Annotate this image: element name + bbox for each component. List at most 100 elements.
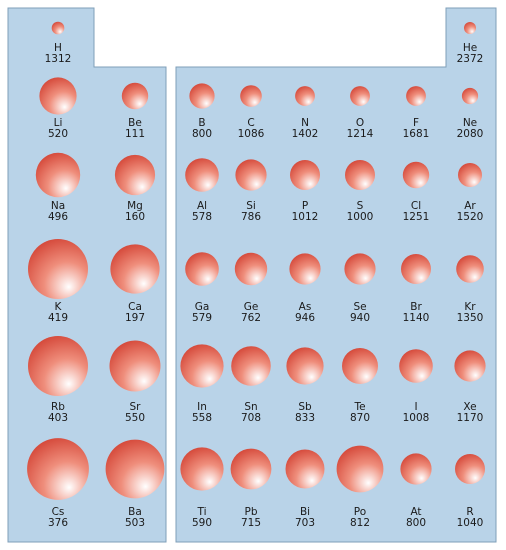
atom-sphere-kr xyxy=(456,255,484,283)
element-label-at: At 800 xyxy=(384,507,448,529)
element-label-sr: Sr 550 xyxy=(103,402,167,424)
element-symbol: Sb xyxy=(298,401,312,413)
ionization-value: 762 xyxy=(240,312,262,324)
ionization-value: 1350 xyxy=(456,312,484,324)
element-symbol: Po xyxy=(353,506,367,518)
element-symbol: I xyxy=(414,401,418,413)
element-label-si: Si 786 xyxy=(219,201,283,223)
element-label-ge: Ge 762 xyxy=(219,302,283,324)
atom-sphere-i xyxy=(399,349,433,383)
element-symbol: Te xyxy=(354,401,366,413)
element-label-ti: Ti 590 xyxy=(170,507,234,529)
element-label-he: He 2372 xyxy=(438,43,502,65)
ionization-value: 503 xyxy=(124,517,146,529)
element-label-rb: Rb 403 xyxy=(26,402,90,424)
ionization-value: 1140 xyxy=(402,312,430,324)
element-symbol: Br xyxy=(410,301,422,313)
atom-sphere-b xyxy=(189,83,215,109)
element-label-ar: Ar 1520 xyxy=(438,201,502,223)
element-symbol: Ge xyxy=(243,301,259,313)
atom-sphere-al xyxy=(185,158,219,192)
element-label-ga: Ga 579 xyxy=(170,302,234,324)
element-symbol: Cs xyxy=(51,506,65,518)
element-symbol: Bi xyxy=(299,506,311,518)
atom-sphere-te xyxy=(342,348,378,384)
element-symbol: Be xyxy=(128,117,142,129)
right-block-panel xyxy=(175,7,497,543)
ionization-value: 403 xyxy=(47,412,69,424)
element-label-cl: Cl 1251 xyxy=(384,201,448,223)
atom-sphere-r xyxy=(455,454,485,484)
ionization-value: 1520 xyxy=(456,211,484,223)
atom-sphere-as xyxy=(289,253,321,285)
element-symbol: In xyxy=(197,401,207,413)
ionization-value: 1012 xyxy=(291,211,319,223)
ionization-value: 1402 xyxy=(291,128,319,140)
atom-sphere-he xyxy=(464,22,476,34)
atom-sphere-at xyxy=(400,453,432,485)
element-label-kr: Kr 1350 xyxy=(438,302,502,324)
element-label-al: Al 578 xyxy=(170,201,234,223)
ionization-value: 800 xyxy=(191,128,213,140)
atom-sphere-in xyxy=(180,344,224,388)
atom-sphere-c xyxy=(240,85,262,107)
element-label-bi: Bi 703 xyxy=(273,507,337,529)
atom-sphere-ba xyxy=(105,439,165,499)
element-symbol: P xyxy=(301,200,309,212)
element-symbol: Na xyxy=(50,200,66,212)
ionization-value: 2080 xyxy=(456,128,484,140)
ionization-value: 1170 xyxy=(456,412,484,424)
ionization-value: 1214 xyxy=(346,128,374,140)
atom-sphere-xe xyxy=(454,350,486,382)
atom-sphere-sr xyxy=(109,340,161,392)
atom-sphere-cl xyxy=(402,161,430,189)
atom-sphere-f xyxy=(406,86,426,106)
element-label-ba: Ba 503 xyxy=(103,507,167,529)
atom-sphere-bi xyxy=(285,449,325,489)
ionization-value: 1312 xyxy=(44,53,72,65)
atom-sphere-ti xyxy=(180,447,224,491)
element-label-pb: Pb 715 xyxy=(219,507,283,529)
atom-sphere-mg xyxy=(114,154,156,196)
element-symbol: C xyxy=(247,117,255,129)
atom-sphere-k xyxy=(28,239,88,299)
element-symbol: R xyxy=(466,506,474,518)
atom-sphere-cs xyxy=(27,438,89,500)
element-symbol: Kr xyxy=(464,301,476,313)
ionization-value: 1086 xyxy=(237,128,265,140)
ionization-value: 708 xyxy=(240,412,262,424)
element-symbol: Pb xyxy=(244,506,258,518)
atom-sphere-si xyxy=(235,159,267,191)
element-symbol: Ne xyxy=(462,117,478,129)
element-symbol: H xyxy=(54,42,62,54)
element-label-ca: Ca 197 xyxy=(103,302,167,324)
atom-sphere-n xyxy=(295,86,315,106)
element-symbol: Ga xyxy=(194,301,210,313)
atom-sphere-li xyxy=(39,77,77,115)
element-label-i: I 1008 xyxy=(384,402,448,424)
element-symbol: O xyxy=(355,117,365,129)
element-label-p: P 1012 xyxy=(273,201,337,223)
ionization-value: 579 xyxy=(191,312,213,324)
atom-sphere-o xyxy=(350,86,370,106)
element-symbol: Al xyxy=(196,200,208,212)
element-symbol: He xyxy=(462,42,478,54)
ionization-value: 1000 xyxy=(346,211,374,223)
ionization-value: 870 xyxy=(349,412,371,424)
ionization-value: 715 xyxy=(240,517,262,529)
element-label-s: S 1000 xyxy=(328,201,392,223)
element-label-as: As 946 xyxy=(273,302,337,324)
element-symbol: Mg xyxy=(127,200,143,212)
ionization-value: 1251 xyxy=(402,211,430,223)
ionization-value: 1008 xyxy=(402,412,430,424)
atom-sphere-br xyxy=(401,254,431,284)
ionization-value: 578 xyxy=(191,211,213,223)
element-symbol: Si xyxy=(246,200,256,212)
element-label-h: H 1312 xyxy=(26,43,90,65)
ionization-value: 786 xyxy=(240,211,262,223)
ionization-value: 197 xyxy=(124,312,146,324)
element-symbol: Ba xyxy=(128,506,142,518)
element-symbol: Ar xyxy=(464,200,476,212)
element-label-r: R 1040 xyxy=(438,507,502,529)
ionization-value: 703 xyxy=(294,517,316,529)
